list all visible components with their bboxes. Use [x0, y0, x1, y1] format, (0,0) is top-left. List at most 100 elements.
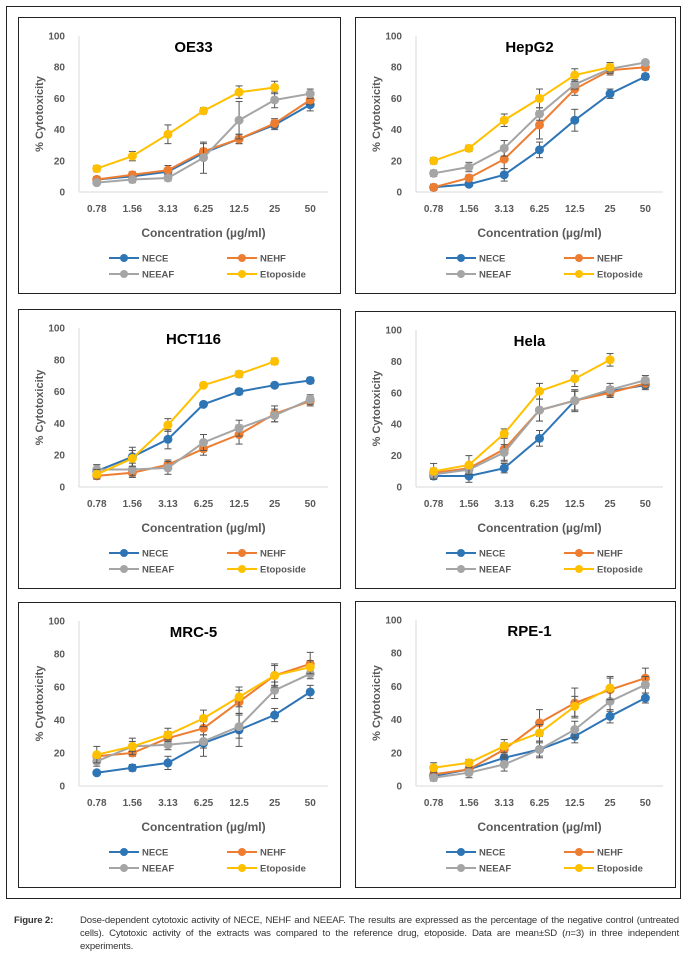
data-point — [234, 115, 244, 125]
data-point — [570, 70, 580, 80]
data-point — [305, 662, 315, 672]
series-line — [96, 360, 275, 476]
series-line — [433, 358, 611, 473]
series-nehf — [429, 62, 650, 192]
data-point — [234, 692, 244, 702]
legend-label: NEEAF — [142, 864, 174, 875]
x-tick-label: 50 — [640, 499, 652, 510]
data-point — [535, 405, 544, 415]
chart-hepg2: 0 20 40 60 80 100 0.78 1.56 3.13 6.25 12.5 25 50 HepG… — [371, 32, 663, 281]
data-point — [163, 165, 173, 175]
series-etoposide — [429, 675, 615, 774]
y-tick-label: 40 — [391, 125, 403, 136]
figure-caption: Figure 2: Dose-dependent cytotoxic activ… — [14, 914, 679, 953]
y-tick-label: 20 — [391, 748, 403, 759]
y-tick-label: 80 — [391, 357, 403, 368]
data-point — [127, 453, 137, 463]
x-tick-label: 0.78 — [424, 204, 444, 215]
data-point — [464, 471, 474, 481]
y-tick-label: 20 — [391, 156, 403, 167]
legend-label: NEHF — [597, 549, 623, 560]
data-point — [92, 178, 102, 188]
x-tick-label: 3.13 — [494, 499, 514, 510]
series-etoposide — [92, 80, 280, 174]
legend-item-nece: NECE — [109, 254, 168, 265]
data-point — [570, 79, 580, 89]
panel-hepg2: 0 20 40 60 80 100 0.78 1.56 3.13 6.25 12.5 25 50 HepG… — [355, 17, 676, 294]
legend-item-etoposide: Etoposide — [227, 864, 306, 875]
y-tick-label: 40 — [391, 420, 403, 431]
legend-label: Etoposide — [597, 565, 643, 576]
x-tick-label: 1.56 — [123, 204, 143, 215]
data-point — [270, 410, 280, 420]
legend-item-etoposide: Etoposide — [227, 565, 306, 576]
panel-mrc5: 0 20 40 60 80 100 0.78 1.56 3.13 6.25 12.5 25 50 MRC-… — [18, 602, 341, 888]
y-tick-label: 60 — [54, 94, 66, 105]
data-point — [163, 740, 173, 750]
data-point — [464, 162, 474, 172]
x-tick-label: 6.25 — [530, 798, 550, 809]
x-tick-label: 0.78 — [87, 798, 107, 809]
data-point — [199, 399, 208, 409]
legend-item-neeaf: NEEAF — [446, 565, 511, 576]
legend-item-etoposide: Etoposide — [564, 565, 643, 576]
y-tick-label: 0 — [59, 782, 65, 793]
legend-swatch-marker — [120, 270, 128, 278]
chart-title: Hela — [514, 333, 546, 350]
data-point — [640, 58, 650, 68]
legend: NECE NEHF NEEAF Etoposide — [109, 848, 306, 875]
legend-swatch-marker — [238, 254, 246, 262]
y-axis-label: % Cytotoxicity — [34, 665, 46, 742]
legend-label: NEHF — [260, 549, 286, 560]
data-point — [464, 460, 474, 470]
data-point — [535, 433, 544, 443]
y-tick-label: 0 — [396, 782, 402, 793]
series-nehf — [429, 667, 650, 779]
x-tick-label: 3.13 — [494, 798, 514, 809]
legend-item-etoposide: Etoposide — [227, 270, 306, 281]
data-point — [464, 179, 474, 189]
data-point — [234, 387, 244, 397]
y-tick-label: 20 — [391, 451, 403, 462]
data-point — [127, 175, 137, 185]
data-point — [464, 143, 474, 153]
x-tick-label: 3.13 — [158, 204, 178, 215]
x-tick-label: 1.56 — [123, 499, 143, 510]
data-point — [127, 741, 137, 751]
x-tick-label: 0.78 — [87, 204, 107, 215]
data-point — [605, 385, 615, 395]
data-point — [270, 670, 280, 680]
data-point — [234, 423, 244, 433]
data-point — [499, 759, 509, 769]
caption-italic-n: n — [565, 928, 571, 939]
y-tick-label: 80 — [54, 355, 66, 366]
data-point — [429, 156, 439, 166]
data-point — [199, 736, 208, 746]
data-point — [92, 164, 102, 174]
x-tick-label: 1.56 — [459, 204, 479, 215]
caption-part: =3) in three independent experiments. — [80, 928, 679, 952]
chart-title: MRC-5 — [170, 624, 218, 641]
y-axis-label: % Cytotoxicity — [371, 664, 383, 741]
data-point — [605, 355, 615, 365]
legend-label: Etoposide — [260, 270, 306, 281]
legend-swatch-marker — [575, 864, 583, 872]
legend-item-nehf: NEHF — [227, 848, 286, 859]
y-tick-label: 40 — [54, 419, 66, 430]
x-tick-label: 3.13 — [158, 499, 178, 510]
x-tick-label: 0.78 — [424, 798, 444, 809]
data-point — [429, 763, 439, 773]
x-tick-label: 6.25 — [194, 499, 214, 510]
legend-swatch-marker — [120, 549, 128, 557]
legend-item-nece: NECE — [446, 848, 505, 859]
legend-item-neeaf: NEEAF — [109, 565, 174, 576]
legend-item-nehf: NEHF — [564, 254, 623, 265]
series-neeaf — [429, 675, 650, 783]
data-point — [640, 680, 650, 690]
legend-item-nece: NECE — [446, 549, 505, 560]
x-tick-label: 12.5 — [229, 798, 249, 809]
data-point — [640, 375, 650, 385]
data-point — [270, 82, 280, 92]
y-axis-label: % Cytotoxicity — [34, 75, 46, 152]
data-point — [570, 115, 580, 125]
